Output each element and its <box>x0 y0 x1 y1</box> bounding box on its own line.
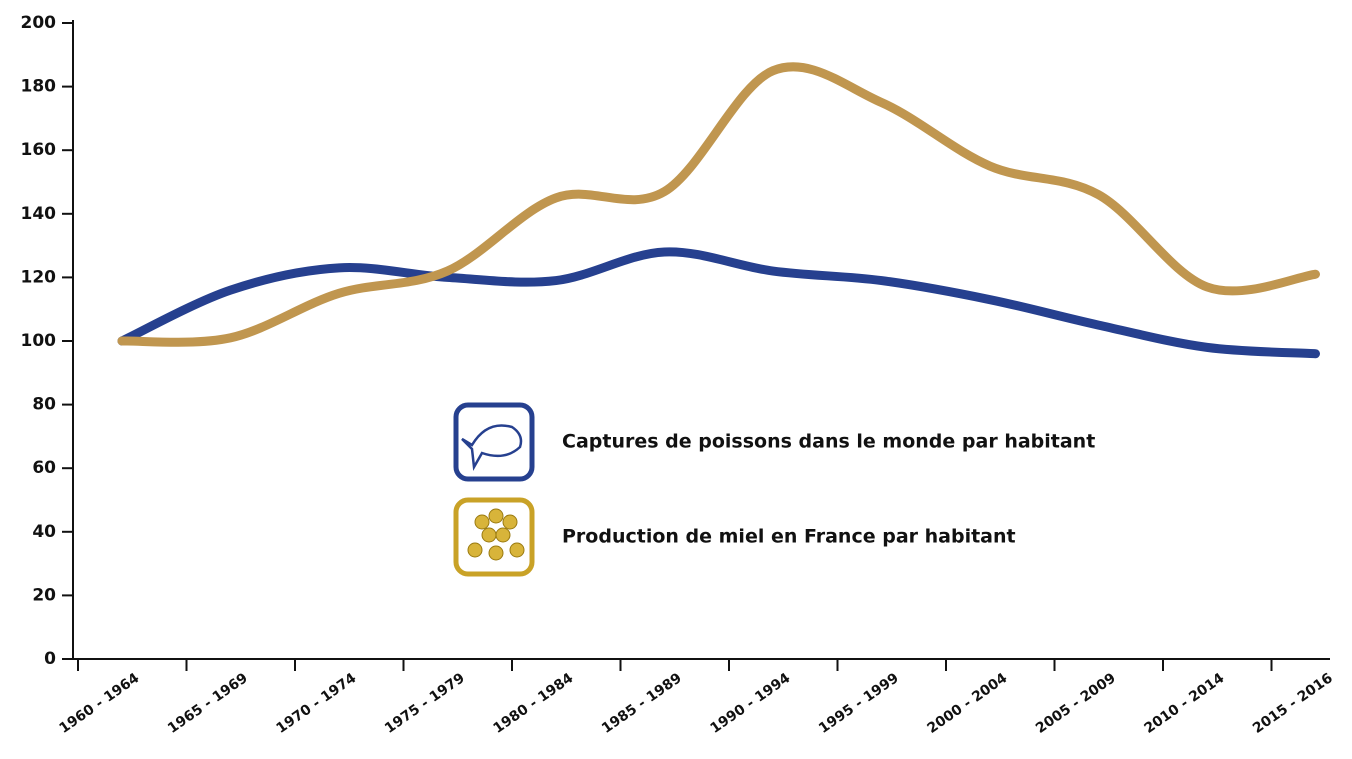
x-tick-label: 1965 - 1969 <box>165 670 251 737</box>
y-tick-label: 120 <box>21 267 57 287</box>
y-tick-label: 180 <box>21 77 57 97</box>
y-tick-label: 60 <box>32 458 56 478</box>
x-tick-label: 1960 - 1964 <box>57 670 143 737</box>
x-tick-label: 1995 - 1999 <box>816 670 902 737</box>
x-tick-label: 1970 - 1974 <box>274 670 360 737</box>
y-tick-label: 20 <box>32 585 56 605</box>
legend-label: Captures de poissons dans le monde par h… <box>562 431 1095 453</box>
honey-icon <box>467 508 525 561</box>
legend <box>453 402 535 577</box>
legend-label: Production de miel en France par habitan… <box>562 526 1016 548</box>
y-tick-label: 140 <box>21 204 57 224</box>
y-tick-label: 160 <box>21 140 57 160</box>
y-tick-label: 0 <box>44 649 56 669</box>
fish-icon <box>461 424 523 471</box>
series-line <box>117 247 1320 359</box>
y-tick-label: 40 <box>32 522 56 542</box>
x-tick-label: 1985 - 1989 <box>599 670 685 737</box>
y-tick-label: 80 <box>32 395 56 415</box>
x-tick-label: 1990 - 1994 <box>708 670 794 737</box>
x-tick-label: 2000 - 2004 <box>925 670 1011 737</box>
x-tick-label: 2005 - 2009 <box>1033 670 1119 737</box>
legend-icon <box>453 402 535 482</box>
y-tick-label: 200 <box>21 13 57 33</box>
x-tick-label: 1980 - 1984 <box>491 670 577 737</box>
x-tick-label: 2010 - 2014 <box>1142 670 1228 737</box>
x-tick-label: 2015 - 2016 <box>1250 670 1336 737</box>
y-tick-label: 100 <box>21 331 57 351</box>
series-line <box>117 62 1320 347</box>
x-tick-label: 1975 - 1979 <box>382 670 468 737</box>
